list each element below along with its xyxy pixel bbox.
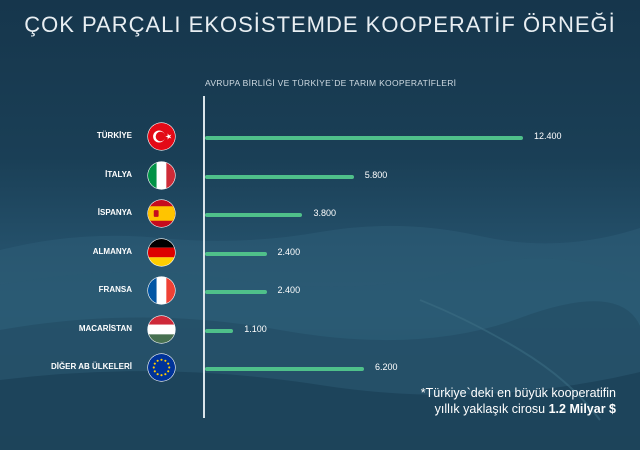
eu-flag-icon	[147, 353, 176, 382]
bar-row: DİĞER AB ÜLKELERİ 6.200	[0, 353, 640, 383]
value-label: 3.800	[313, 208, 336, 218]
bar	[205, 328, 234, 333]
category-label: DİĞER AB ÜLKELERİ	[50, 362, 132, 371]
category-label: İTALYA	[105, 169, 132, 179]
bar	[205, 136, 523, 140]
footnote-highlight: 1.2 Milyar $	[548, 402, 616, 416]
bar	[205, 251, 267, 256]
value-label: 1.100	[244, 323, 267, 334]
bar-row: ALMANYA 2.400	[0, 237, 640, 268]
germany-flag-icon	[147, 237, 176, 267]
spain-flag-icon	[147, 199, 176, 228]
bar-row: FRANSA 2.400	[0, 276, 640, 306]
footnote-line-1: *Türkiye`deki en büyük kooperatifin	[420, 386, 616, 400]
category-label: TÜRKİYE	[96, 131, 132, 140]
bar-row: İSPANYA 3.800	[0, 199, 640, 229]
bar-row: TÜRKİYE 12.400	[0, 122, 640, 152]
hungary-flag-icon	[147, 314, 176, 344]
category-label: MACARİSTAN	[78, 323, 132, 333]
category-label: ALMANYA	[92, 246, 132, 256]
category-label: İSPANYA	[97, 208, 132, 217]
italy-flag-icon	[147, 160, 176, 190]
bar	[205, 213, 303, 217]
france-flag-icon	[147, 276, 176, 305]
chart-axis-line	[203, 96, 205, 418]
page-title: ÇOK PARÇALI EKOSİSTEMDE KOOPERATİF ÖRNEĞ…	[24, 12, 616, 37]
bar	[205, 367, 364, 371]
bar	[205, 290, 267, 294]
value-label: 2.400	[277, 285, 301, 295]
value-label: 2.400	[277, 246, 301, 257]
footnote: *Türkiye`deki en büyük kooperatifin yıll…	[421, 385, 616, 417]
bar-row: MACARİSTAN 1.100	[0, 314, 640, 345]
chart-subtitle: AVRUPA BİRLİĞİ VE TÜRKİYE`DE TARIM KOOPE…	[205, 78, 457, 88]
value-label: 6.200	[375, 362, 398, 372]
footnote-line-2: yıllık yaklaşık cirosu 1.2 Milyar $	[421, 401, 616, 417]
footnote-prefix: yıllık yaklaşık cirosu	[434, 402, 549, 416]
bar	[205, 174, 354, 179]
value-label: 12.400	[534, 131, 562, 141]
value-label: 5.800	[364, 169, 388, 180]
turkey-flag-icon	[147, 122, 176, 151]
category-label: FRANSA	[98, 285, 132, 294]
bar-row: İTALYA 5.800	[0, 160, 640, 191]
